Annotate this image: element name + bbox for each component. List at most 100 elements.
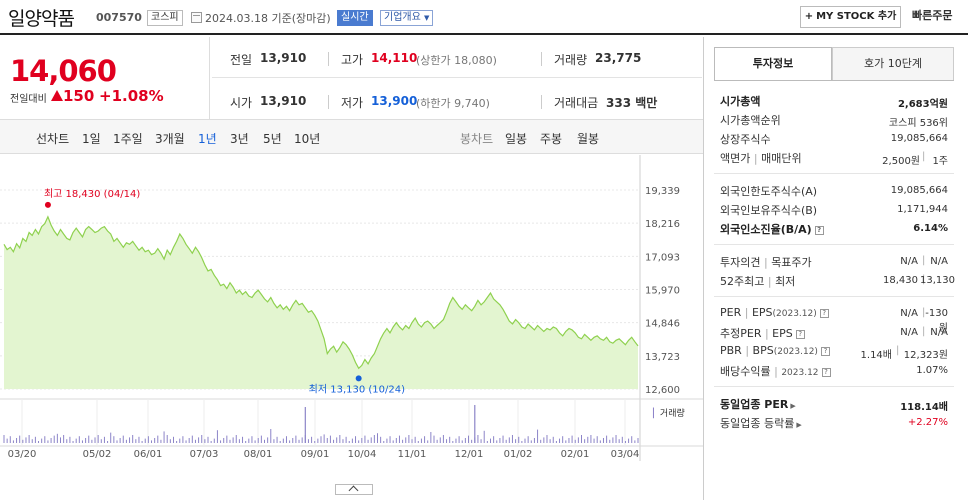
tab-divider (714, 80, 954, 81)
high-marker (44, 201, 51, 208)
divider (212, 77, 702, 78)
divider (328, 52, 329, 66)
tab-hoga-10[interactable]: 호가 10단계 (832, 47, 954, 81)
foreign-hold-value: 1,171,944 (897, 204, 948, 215)
divider (714, 386, 954, 387)
period-1d[interactable]: 1일 (82, 132, 101, 146)
x-tick-label: 03/04 (611, 449, 640, 460)
candle-daily[interactable]: 일봉 (505, 132, 528, 146)
w52-label: 52주최고 | 최저 (720, 273, 795, 289)
amount-label: 거래대금 (554, 96, 599, 110)
add-my-stock-button[interactable]: + MY STOCK 추가 (800, 6, 901, 28)
par-label: 액면가 (720, 152, 751, 165)
volume-value: 23,775 (595, 51, 642, 65)
prev-close-label: 전일 (230, 53, 253, 67)
period-1y[interactable]: 1년 (198, 132, 217, 146)
div-label-row: 배당수익률 | 2023.12? (720, 363, 831, 379)
x-tick-label: 08/01 (244, 449, 273, 460)
chevron-down-icon: ▼ (424, 14, 430, 22)
stock-name: 일양약품 (8, 8, 75, 30)
mcap-rank-label: 시가총액순위 (720, 114, 781, 127)
divider (328, 95, 329, 109)
per-value: N/A (900, 308, 918, 319)
upper-limit: (상한가 18,080) (416, 54, 497, 67)
divider: | (770, 365, 782, 378)
calendar-icon (191, 12, 202, 23)
help-icon[interactable]: ? (814, 226, 824, 235)
divider: | (922, 274, 926, 285)
up-triangle-icon (51, 90, 63, 101)
bps-value: 12,323원 (903, 350, 948, 361)
trade-unit-label: 매매단위 (761, 152, 802, 165)
per-label: PER (720, 306, 742, 319)
period-3y[interactable]: 3년 (230, 132, 249, 146)
ind-per-row[interactable]: 동일업종 PER ▶ (720, 396, 796, 412)
low-marker (355, 375, 362, 382)
x-tick-label: 10/04 (348, 449, 377, 460)
x-tick-label: 11/01 (398, 449, 427, 460)
add-my-stock-label: MY STOCK 추가 (816, 11, 897, 22)
par-trade-label: 액면가 | 매매단위 (720, 150, 802, 166)
low-value: 13,900 (371, 94, 418, 108)
quick-order-button[interactable]: 빠른주문 (912, 9, 953, 22)
mcap-value: 2,683억원 (897, 99, 948, 110)
high-label: 고가 (341, 53, 364, 67)
help-icon[interactable]: ? (795, 330, 805, 339)
y-tick-label: 18,216 (645, 219, 680, 230)
stock-header (0, 0, 968, 35)
y-tick-label: 14,846 (645, 319, 680, 330)
price-panel (0, 37, 210, 119)
y-tick-label: 13,723 (645, 352, 680, 363)
volume-legend-label: 거래량 (659, 409, 685, 419)
chart-period-bar (0, 119, 703, 154)
divider: | (922, 151, 926, 162)
period-10y[interactable]: 10년 (294, 132, 321, 146)
est-per-label: 추정PER (720, 327, 762, 340)
plus-icon: + (804, 11, 814, 22)
help-icon[interactable]: ? (819, 309, 829, 318)
volume-label: 거래량 (554, 53, 588, 67)
period-5y[interactable]: 5년 (263, 132, 282, 146)
caret-right-icon: ▶ (796, 421, 802, 429)
amount-value: 333 백만 (606, 94, 657, 111)
y-tick-label: 12,600 (645, 385, 680, 396)
base-date: 2024.03.18 기준(장마감) (205, 12, 331, 25)
divider (714, 244, 954, 245)
ind-rate-row[interactable]: 동일업종 등락률 ▶ (720, 415, 802, 431)
help-icon[interactable]: ? (820, 347, 830, 356)
collapse-chart-button[interactable] (335, 484, 373, 496)
change-value: 150 (63, 87, 95, 105)
w52-low-label: 최저 (775, 275, 796, 288)
divider (714, 296, 954, 297)
foreign-ratio-label: 외국인소진율(B/A) (720, 223, 812, 236)
candle-weekly[interactable]: 주봉 (540, 132, 563, 146)
w52-high-value: 18,430 (883, 275, 918, 286)
period-3m[interactable]: 3개월 (155, 132, 185, 146)
target-label: 목표주가 (771, 256, 812, 269)
x-tick-label: 07/03 (190, 449, 219, 460)
divider (714, 173, 954, 174)
realtime-button[interactable]: 실시간 (337, 10, 373, 26)
candle-monthly[interactable]: 월봉 (577, 132, 600, 146)
open-label: 시가 (230, 96, 253, 110)
y-tick-label: 19,339 (645, 186, 680, 197)
bps-label: BPS (752, 344, 774, 357)
company-info-dropdown[interactable]: 기업개요 ▼ (380, 10, 434, 26)
period-1w[interactable]: 1주일 (113, 132, 143, 146)
amount-unit: 백만 (635, 96, 658, 110)
tab-invest-info[interactable]: 투자정보 (714, 47, 832, 81)
volume-legend-mark: ▏ (653, 409, 660, 419)
amount-number: 333 (606, 96, 632, 110)
foreign-limit-label: 외국인한도주식수(A) (720, 185, 818, 198)
x-tick-label: 01/02 (504, 449, 533, 460)
help-icon[interactable]: ? (821, 368, 831, 377)
market-badge: 코스피 (147, 10, 183, 26)
foreign-ratio-value: 6.14% (913, 223, 948, 234)
chevron-up-icon (348, 485, 359, 496)
opinion-value: N/A (900, 256, 918, 267)
target-value: N/A (930, 256, 948, 267)
candle-chart-label: 봉차트 (460, 132, 494, 146)
opinion-label: 투자의견 (720, 256, 761, 269)
change-label: 전일대비 (10, 94, 47, 105)
y-tick-label: 17,093 (645, 252, 680, 263)
